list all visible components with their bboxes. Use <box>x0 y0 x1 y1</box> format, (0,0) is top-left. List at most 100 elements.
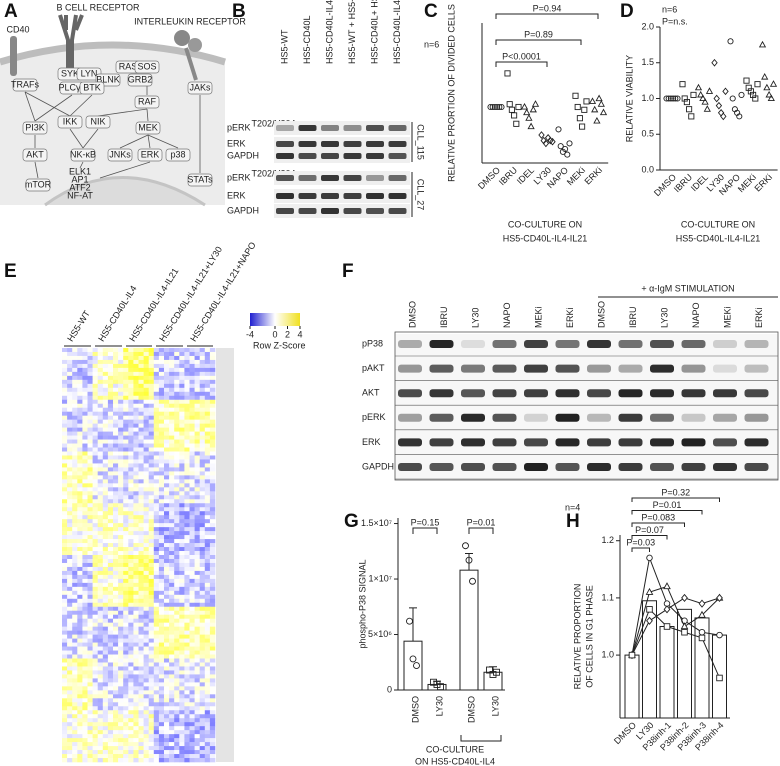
heatmap-cell <box>98 690 103 694</box>
node-label: B CELL RECEPTOR <box>56 2 140 12</box>
heatmap-cell <box>195 376 200 380</box>
heatmap-cell <box>133 380 138 384</box>
heatmap-cell <box>128 408 133 412</box>
heatmap-cell <box>118 690 123 694</box>
heatmap-cell <box>144 384 149 388</box>
heatmap-cell <box>210 710 215 714</box>
heatmap-cell <box>139 587 144 591</box>
heatmap-cell <box>98 571 103 575</box>
heatmap-cell <box>159 519 164 523</box>
heatmap-cell <box>72 655 77 659</box>
heatmap-cell <box>190 659 195 663</box>
heatmap-cell <box>139 655 144 659</box>
heatmap-cell <box>77 591 82 595</box>
heatmap-cell <box>200 619 205 623</box>
heatmap-cell <box>174 579 179 583</box>
heatmap-cell <box>123 467 128 471</box>
heatmap-cell <box>190 674 195 678</box>
heatmap-cell <box>144 694 149 698</box>
heatmap-cell <box>169 491 174 495</box>
heatmap-cell <box>174 623 179 627</box>
heatmap-cell <box>67 448 72 452</box>
heatmap-cell <box>169 599 174 603</box>
heatmap-cell <box>103 448 108 452</box>
node-label: MEK <box>138 122 158 132</box>
heatmap-cell <box>154 499 159 503</box>
heatmap-cell <box>98 388 103 392</box>
band <box>745 389 769 397</box>
heatmap-cell <box>195 384 200 388</box>
heatmap-cell <box>82 503 87 507</box>
heatmap-cell <box>72 690 77 694</box>
heatmap-cell <box>190 738 195 742</box>
heatmap-cell <box>108 611 113 615</box>
heatmap-cell <box>154 452 159 456</box>
heatmap-cell <box>93 599 98 603</box>
heatmap-cell <box>190 352 195 356</box>
heatmap-cell <box>205 690 210 694</box>
heatmap-cell <box>195 678 200 682</box>
heatmap-cell <box>169 635 174 639</box>
heatmap-cell <box>93 702 98 706</box>
heatmap-cell <box>210 416 215 420</box>
heatmap-cell <box>67 746 72 750</box>
heatmap-cell <box>67 436 72 440</box>
heatmap-cell <box>62 635 67 639</box>
heatmap-cell <box>159 360 164 364</box>
heatmap-cell <box>184 487 189 491</box>
heatmap-cell <box>154 726 159 730</box>
heatmap-cell <box>144 551 149 555</box>
heatmap-cell <box>149 511 154 515</box>
band <box>276 141 294 147</box>
heatmap-cell <box>200 515 205 519</box>
heatmap-cell <box>149 655 154 659</box>
heatmap-cell <box>93 535 98 539</box>
heatmap-cell <box>210 527 215 531</box>
heatmap-cell <box>139 408 144 412</box>
heatmap-cell <box>77 384 82 388</box>
heatmap-cell <box>174 750 179 754</box>
heatmap-cell <box>139 631 144 635</box>
heatmap-cell <box>82 655 87 659</box>
heatmap-cell <box>77 543 82 547</box>
heatmap-cell <box>174 499 179 503</box>
heatmap-cell <box>179 408 184 412</box>
heatmap-cell <box>72 459 77 463</box>
heatmap-cell <box>139 662 144 666</box>
heatmap-cell <box>190 412 195 416</box>
heatmap-cell <box>103 487 108 491</box>
heatmap-cell <box>139 619 144 623</box>
heatmap-cell <box>133 491 138 495</box>
heatmap-cell <box>159 599 164 603</box>
heatmap-cell <box>103 567 108 571</box>
heatmap-cell <box>154 440 159 444</box>
heatmap-cell <box>98 475 103 479</box>
heatmap-cell <box>159 666 164 670</box>
heatmap-cell <box>98 356 103 360</box>
heatmap-cell <box>205 555 210 559</box>
heatmap-cell <box>169 666 174 670</box>
heatmap-cell <box>144 710 149 714</box>
heatmap-cell <box>98 611 103 615</box>
heatmap-cell <box>133 627 138 631</box>
heatmap-cell <box>88 635 93 639</box>
heatmap-cell <box>169 563 174 567</box>
heatmap-cell <box>103 690 108 694</box>
heatmap-cell <box>179 487 184 491</box>
heatmap-cell <box>93 738 98 742</box>
heatmap-cell <box>77 388 82 392</box>
heatmap-cell <box>103 635 108 639</box>
node-label: p38 <box>170 149 185 159</box>
heatmap-cell <box>82 563 87 567</box>
heatmap-cell <box>139 718 144 722</box>
heatmap-cell <box>179 396 184 400</box>
point <box>516 104 521 109</box>
y-tick-label: 1.0 <box>641 93 654 103</box>
heatmap-cell <box>195 682 200 686</box>
heatmap-cell <box>133 682 138 686</box>
heatmap-cell <box>88 702 93 706</box>
heatmap-cell <box>195 455 200 459</box>
heatmap-cell <box>67 384 72 388</box>
band <box>745 365 769 373</box>
heatmap-cell <box>103 579 108 583</box>
